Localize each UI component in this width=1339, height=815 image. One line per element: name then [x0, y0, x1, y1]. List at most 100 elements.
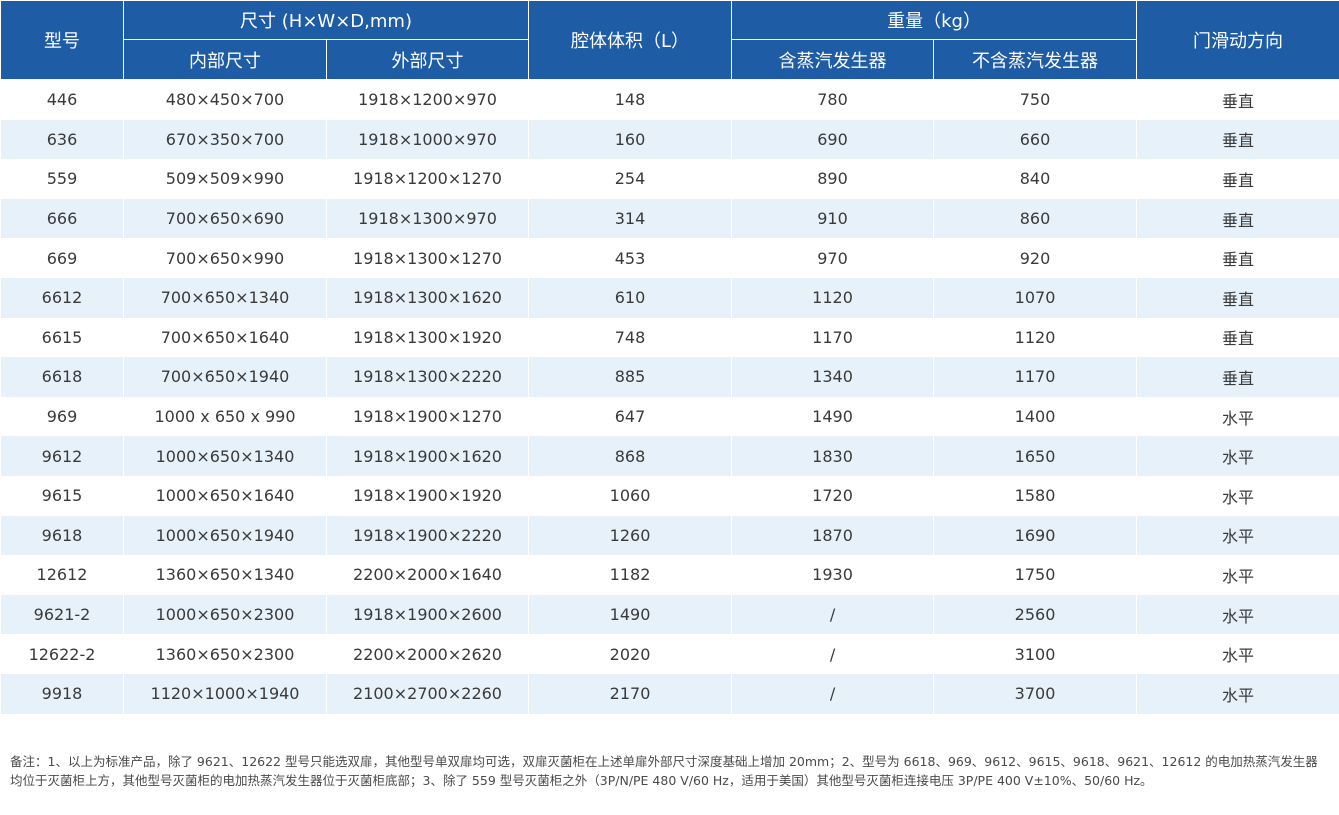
header-volume: 腔体体积（L） [528, 0, 733, 80]
cell-model: 636 [0, 119, 124, 160]
cell-inner-size: 700×650×690 [123, 198, 327, 239]
table-row: 9918 1120×1000×1940 2100×2700×2260 2170/370… [0, 673, 1339, 714]
header-model: 型号 [0, 0, 124, 80]
cell-model: 9621-2 [0, 594, 124, 635]
table-row: 666 700×650×690 1918×1300×970 314 910 860 垂直 [0, 198, 1339, 239]
cell-outer-size: 1918×1900×1270 [325, 396, 530, 437]
cell-inner-size: 1360×650×1340 [123, 555, 327, 595]
cell-outer-size: 1918×1900×1620 [325, 436, 530, 476]
cell-weight-without-steam: 1650 [933, 436, 1138, 476]
cell-inner-size: 700×650×1940 [123, 357, 327, 397]
cell-weight-with-steam: / [731, 594, 935, 635]
cell-outer-size: 1918×1200×1270 [325, 159, 530, 199]
table-row: 6618 700×650×1940 1918×1300×2220 885 1340 117… [0, 357, 1339, 397]
cell-door-direction: 水平 [1136, 475, 1339, 516]
table-row: 6612 700×650×1340 1918×1300×1620 610 1120 107… [0, 277, 1339, 318]
cell-weight-with-steam: 1930 [731, 555, 935, 595]
cell-volume: 1060 [528, 475, 733, 516]
table-row: 636 670×350×700 1918×1000×970 160 690 660 垂直 [0, 119, 1339, 160]
cell-weight-with-steam: 970 [731, 238, 935, 278]
cell-outer-size: 1918×1000×970 [325, 119, 530, 160]
cell-door-direction: 垂直 [1136, 159, 1339, 199]
cell-weight-with-steam: / [731, 634, 935, 674]
cell-weight-with-steam: 690 [731, 119, 935, 160]
cell-outer-size: 1918×1300×2220 [325, 357, 530, 397]
cell-volume: 1182 [528, 555, 733, 595]
cell-model: 12622-2 [0, 634, 124, 674]
header-without-steam: 不含蒸汽发生器 [933, 39, 1138, 80]
cell-door-direction: 垂直 [1136, 198, 1339, 239]
cell-outer-size: 2100×2700×2260 [325, 673, 530, 714]
cell-volume: 148 [528, 79, 733, 120]
cell-weight-with-steam: 1870 [731, 515, 935, 556]
cell-volume: 1260 [528, 515, 733, 556]
cell-model: 9618 [0, 515, 124, 556]
cell-door-direction: 水平 [1136, 555, 1339, 595]
table-body: 446 480×450×700 1918×1200×970 148 780 750 垂直 63… [0, 79, 1339, 714]
cell-weight-with-steam: / [731, 673, 935, 714]
cell-door-direction: 水平 [1136, 515, 1339, 556]
cell-weight-with-steam: 1170 [731, 317, 935, 358]
cell-model: 446 [0, 79, 124, 120]
cell-model: 9615 [0, 475, 124, 516]
cell-volume: 610 [528, 277, 733, 318]
cell-weight-without-steam: 1400 [933, 396, 1138, 437]
cell-weight-without-steam: 1750 [933, 555, 1138, 595]
header-weight-group: 重量（kg） [731, 0, 1138, 40]
cell-weight-with-steam: 1120 [731, 277, 935, 318]
cell-weight-without-steam: 660 [933, 119, 1138, 160]
cell-weight-with-steam: 890 [731, 159, 935, 199]
cell-outer-size: 1918×1300×970 [325, 198, 530, 239]
cell-weight-without-steam: 2560 [933, 594, 1138, 635]
table-row: 969 1000 x 650 x 990 1918×1900×1270 647 1490… [0, 396, 1339, 437]
cell-door-direction: 水平 [1136, 436, 1339, 476]
cell-model: 6615 [0, 317, 124, 358]
cell-weight-with-steam: 1830 [731, 436, 935, 476]
cell-model: 12612 [0, 555, 124, 595]
table-row: 9621-2 1000×650×2300 1918×1900×2600 1490/25… [0, 594, 1339, 635]
table-row: 9612 1000×650×1340 1918×1900×1620 868 1830 16… [0, 436, 1339, 476]
cell-outer-size: 1918×1200×970 [325, 79, 530, 120]
cell-door-direction: 垂直 [1136, 238, 1339, 278]
cell-door-direction: 水平 [1136, 634, 1339, 674]
cell-volume: 748 [528, 317, 733, 358]
cell-door-direction: 垂直 [1136, 119, 1339, 160]
cell-model: 6612 [0, 277, 124, 318]
cell-volume: 647 [528, 396, 733, 437]
table-row: 6615 700×650×1640 1918×1300×1920 748 1170 112… [0, 317, 1339, 358]
cell-outer-size: 1918×1300×1920 [325, 317, 530, 358]
cell-weight-without-steam: 750 [933, 79, 1138, 120]
header-size-group: 尺寸 (H×W×D,mm) [122, 0, 530, 40]
cell-weight-without-steam: 860 [933, 198, 1138, 239]
cell-inner-size: 700×650×1640 [123, 317, 327, 358]
cell-weight-with-steam: 1490 [731, 396, 935, 437]
header-inner-size: 内部尺寸 [123, 39, 327, 80]
cell-door-direction: 垂直 [1136, 317, 1339, 358]
cell-volume: 160 [528, 119, 733, 160]
cell-model: 669 [0, 238, 124, 278]
cell-weight-without-steam: 3700 [933, 673, 1138, 714]
table-row: 669 700×650×990 1918×1300×1270 453 970 920 垂直 [0, 238, 1339, 278]
cell-volume: 868 [528, 436, 733, 476]
cell-door-direction: 水平 [1136, 594, 1339, 635]
header-outer-size: 外部尺寸 [325, 39, 530, 80]
cell-weight-with-steam: 780 [731, 79, 935, 120]
cell-volume: 2170 [528, 673, 733, 714]
footnote: 备注：1、以上为标准产品，除了 9621、12622 型号只能选双扉，其他型号单… [10, 754, 1318, 788]
cell-door-direction: 水平 [1136, 673, 1339, 714]
cell-inner-size: 1120×1000×1940 [123, 673, 327, 714]
cell-volume: 1490 [528, 594, 733, 635]
cell-volume: 254 [528, 159, 733, 199]
cell-weight-with-steam: 910 [731, 198, 935, 239]
cell-volume: 314 [528, 198, 733, 239]
cell-model: 9918 [0, 673, 124, 714]
cell-outer-size: 1918×1900×2600 [325, 594, 530, 635]
cell-volume: 453 [528, 238, 733, 278]
cell-door-direction: 垂直 [1136, 277, 1339, 318]
cell-weight-without-steam: 3100 [933, 634, 1138, 674]
cell-weight-without-steam: 920 [933, 238, 1138, 278]
cell-outer-size: 1918×1900×2220 [325, 515, 530, 556]
cell-inner-size: 1000×650×1940 [123, 515, 327, 556]
cell-door-direction: 垂直 [1136, 357, 1339, 397]
cell-weight-without-steam: 1170 [933, 357, 1138, 397]
